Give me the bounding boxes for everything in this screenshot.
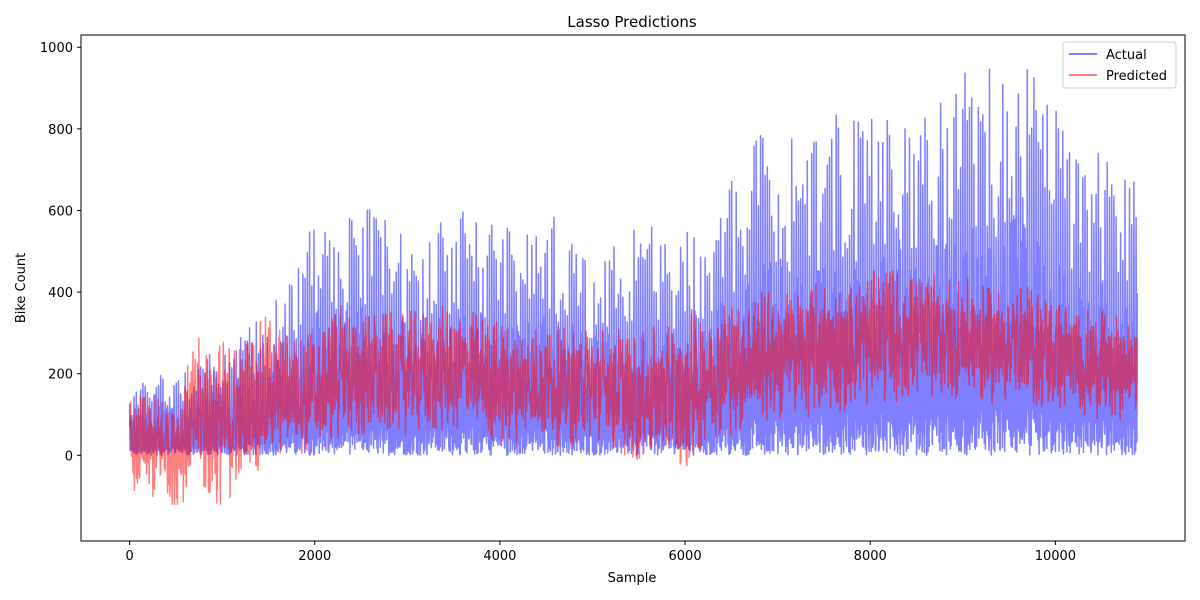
- axes-background: [81, 35, 1185, 541]
- x-axis-ticks: 0 2000 4000 6000 8000 10000: [125, 541, 1076, 564]
- x-axis-label: Sample: [608, 571, 657, 586]
- y-tick-label: 600: [48, 204, 73, 219]
- legend-label-actual: Actual: [1106, 48, 1147, 63]
- chart-title: Lasso Predictions: [567, 13, 697, 31]
- legend-label-predicted: Predicted: [1106, 69, 1167, 84]
- legend: Actual Predicted: [1062, 41, 1177, 89]
- x-tick-label: 0: [125, 549, 133, 564]
- x-tick-label: 10000: [1035, 549, 1076, 564]
- x-tick-label: 6000: [669, 549, 702, 564]
- y-axis-ticks: 0 200 400 600 800 1000: [40, 41, 81, 464]
- y-tick-label: 1000: [40, 41, 73, 56]
- y-tick-label: 200: [48, 368, 73, 383]
- x-tick-label: 8000: [854, 549, 887, 564]
- plot-area: [80, 34, 1186, 542]
- series-layer: [128, 68, 1138, 506]
- y-tick-label: 400: [48, 286, 73, 301]
- y-axis-label: Bike Count: [14, 253, 29, 323]
- y-tick-label: 800: [48, 123, 73, 138]
- x-tick-label: 4000: [483, 549, 516, 564]
- series-line-predicted: [128, 270, 1138, 506]
- y-tick-label: 0: [65, 449, 73, 464]
- x-tick-label: 2000: [298, 549, 331, 564]
- axes-frame: [80, 34, 1186, 542]
